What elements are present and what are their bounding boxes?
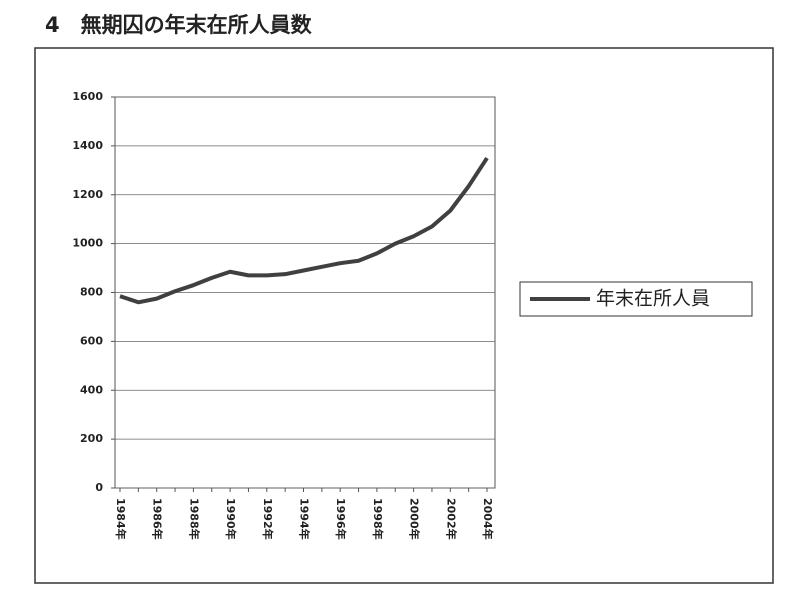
chart-frame <box>34 47 774 584</box>
y-tick-label: 1200 <box>72 188 103 201</box>
x-tick-label: 1986年 <box>151 498 165 540</box>
y-tick-label: 800 <box>80 286 103 299</box>
y-tick-label: 600 <box>80 334 103 347</box>
data-line <box>119 157 489 305</box>
y-tick-label: 1000 <box>72 237 103 250</box>
x-tick-label: 1988年 <box>187 498 201 540</box>
x-tick-label: 2004年 <box>481 498 495 540</box>
x-tick-label: 1990年 <box>224 498 238 540</box>
x-tick-label: 2000年 <box>408 498 422 540</box>
y-tick-label: 1400 <box>72 139 103 152</box>
x-tick-label: 1984年 <box>114 498 128 540</box>
chart-title: 4 無期囚の年末在所人員数 <box>45 13 313 37</box>
x-tick-label: 1994年 <box>298 498 312 540</box>
x-tick-label: 2002年 <box>444 498 458 540</box>
y-tick-label: 0 <box>95 481 103 494</box>
legend-label: 年末在所人員 <box>596 288 710 310</box>
x-tick-label: 1998年 <box>371 498 385 540</box>
x-tick-label: 1992年 <box>261 498 275 540</box>
y-tick-label: 400 <box>80 383 103 396</box>
x-tick-label: 1996年 <box>334 498 348 540</box>
y-tick-label: 200 <box>80 432 103 445</box>
y-tick-label: 1600 <box>72 90 103 103</box>
